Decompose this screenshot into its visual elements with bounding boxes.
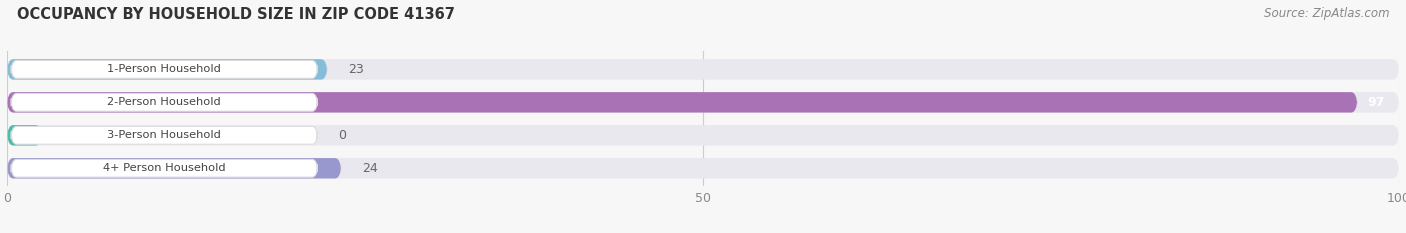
Text: OCCUPANCY BY HOUSEHOLD SIZE IN ZIP CODE 41367: OCCUPANCY BY HOUSEHOLD SIZE IN ZIP CODE … — [17, 7, 454, 22]
FancyBboxPatch shape — [7, 125, 1399, 146]
Text: Source: ZipAtlas.com: Source: ZipAtlas.com — [1264, 7, 1389, 20]
FancyBboxPatch shape — [11, 61, 318, 78]
Text: 1-Person Household: 1-Person Household — [107, 64, 221, 74]
Text: 23: 23 — [349, 63, 364, 76]
FancyBboxPatch shape — [7, 59, 328, 80]
Text: 0: 0 — [339, 129, 346, 142]
Text: 4+ Person Household: 4+ Person Household — [103, 163, 225, 173]
FancyBboxPatch shape — [11, 127, 318, 144]
Text: 24: 24 — [361, 162, 378, 175]
Text: 3-Person Household: 3-Person Household — [107, 130, 221, 140]
FancyBboxPatch shape — [7, 158, 1399, 178]
FancyBboxPatch shape — [7, 125, 42, 146]
FancyBboxPatch shape — [11, 93, 318, 111]
FancyBboxPatch shape — [7, 59, 1399, 80]
FancyBboxPatch shape — [7, 92, 1399, 113]
Text: 97: 97 — [1368, 96, 1385, 109]
Text: 2-Person Household: 2-Person Household — [107, 97, 221, 107]
FancyBboxPatch shape — [11, 159, 318, 177]
FancyBboxPatch shape — [7, 158, 342, 178]
FancyBboxPatch shape — [7, 92, 1357, 113]
